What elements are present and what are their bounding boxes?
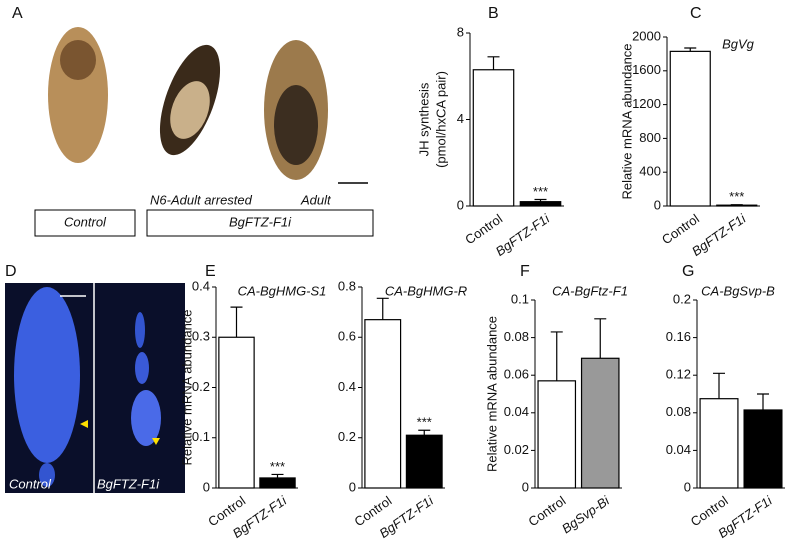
y-tick-label: 0.02 — [504, 442, 529, 457]
y-tick-label: 0 — [654, 197, 661, 212]
significance: *** — [729, 189, 744, 204]
group-label: Control — [64, 214, 107, 229]
y-tick-label: 0.4 — [338, 379, 356, 394]
y-tick-label: 0.3 — [192, 329, 210, 344]
x-tick-label: BgFTZ-F1i — [493, 210, 553, 259]
y-tick-label: 0.2 — [192, 379, 210, 394]
image-label: N6-Adult arrested — [150, 192, 253, 207]
error-bar — [230, 306, 243, 338]
bar — [405, 434, 443, 489]
bar — [699, 398, 739, 489]
significance: *** — [270, 459, 285, 474]
x-tick-label: BgFTZ-F1i — [689, 210, 749, 259]
group-label: BgFTZ-F1i — [229, 214, 292, 229]
y-tick-label: 400 — [639, 164, 661, 179]
group-box — [34, 209, 136, 237]
y-tick-label: 0.1 — [192, 429, 210, 444]
bar — [259, 477, 296, 489]
bar — [743, 409, 783, 489]
y-tick-label: 0 — [203, 479, 210, 494]
y-axis-label: Relative mRNA abundance — [619, 43, 634, 199]
y-tick-label: 2000 — [632, 28, 661, 43]
significance: *** — [533, 184, 548, 199]
group-box — [146, 209, 374, 237]
image-label: Adult — [300, 192, 332, 207]
y-tick-label: 0.6 — [338, 329, 356, 344]
error-bar — [487, 56, 500, 70]
ovariole — [14, 287, 80, 463]
error-bar — [534, 198, 547, 202]
significance: *** — [417, 415, 432, 430]
chart-title: BgVg — [722, 36, 755, 51]
y-tick-label: 8 — [457, 24, 464, 39]
error-bar — [376, 297, 389, 320]
y-tick-label: 4 — [457, 111, 464, 126]
y-tick-label: 0.4 — [192, 278, 210, 293]
panel-letter: E — [205, 263, 216, 280]
y-tick-label: 0.08 — [504, 329, 529, 344]
panel-letter: F — [520, 263, 530, 280]
bar — [364, 319, 402, 489]
chart-title: CA-BgSvp-B — [701, 283, 775, 298]
y-tick-label: 0.1 — [511, 291, 529, 306]
error-bar — [684, 47, 697, 52]
y-tick-label: 0.8 — [338, 278, 356, 293]
arrowhead — [152, 438, 160, 445]
bar — [669, 50, 711, 207]
error-bar — [550, 331, 563, 381]
y-tick-label: 0.06 — [504, 367, 529, 382]
ovariole — [39, 463, 55, 487]
panel-letter: D — [5, 263, 17, 280]
y-tick-label: 0.16 — [666, 329, 691, 344]
bar — [472, 69, 515, 207]
y-tick-label: 0.08 — [666, 404, 691, 419]
panel-letter: B — [488, 5, 499, 22]
image-label: Control — [9, 476, 52, 491]
error-bar — [418, 429, 431, 436]
y-tick-label: 0.12 — [666, 367, 691, 382]
chart-title: CA-BgFtz-F1 — [552, 283, 628, 298]
y-tick-label: 0 — [349, 479, 356, 494]
error-bar — [594, 318, 607, 359]
panel-letter: A — [12, 5, 23, 22]
arrowhead — [80, 420, 88, 428]
y-axis-label: JH synthesis — [416, 82, 431, 156]
y-tick-label: 0.04 — [504, 404, 529, 419]
chart-title: CA-BgHMG-S1 — [238, 283, 327, 298]
error-bar — [757, 393, 769, 410]
y-tick-label: 800 — [639, 130, 661, 145]
error-bar — [713, 372, 725, 399]
bar — [519, 201, 562, 207]
panel-letter: G — [682, 263, 694, 280]
error-bar — [271, 473, 284, 478]
y-axis-label: Relative mRNA abundance — [179, 309, 194, 465]
y-tick-label: 1200 — [632, 96, 661, 111]
y-tick-label: 0.2 — [673, 291, 691, 306]
chart-title: CA-BgHMG-R — [385, 283, 467, 298]
image-label: BgFTZ-F1i — [97, 476, 160, 491]
bar — [580, 357, 620, 489]
bar — [218, 336, 255, 489]
bar — [537, 380, 577, 489]
ovariole — [131, 390, 161, 446]
y-tick-label: 0 — [522, 479, 529, 494]
y-tick-label: 0.2 — [338, 429, 356, 444]
ovariole — [135, 312, 145, 348]
ovariole — [135, 352, 149, 384]
y-tick-label: 0.04 — [666, 442, 691, 457]
y-axis-label: Relative mRNA abundance — [484, 316, 499, 472]
y-tick-label: 0 — [684, 479, 691, 494]
panel-letter: C — [690, 5, 702, 22]
y-tick-label: 0 — [457, 197, 464, 212]
y-axis-label: (pmol/hxCA pair) — [433, 71, 448, 168]
cockroach-photos — [48, 27, 328, 180]
x-tick-label: BgSvp-Bi — [559, 492, 613, 536]
y-tick-label: 1600 — [632, 62, 661, 77]
